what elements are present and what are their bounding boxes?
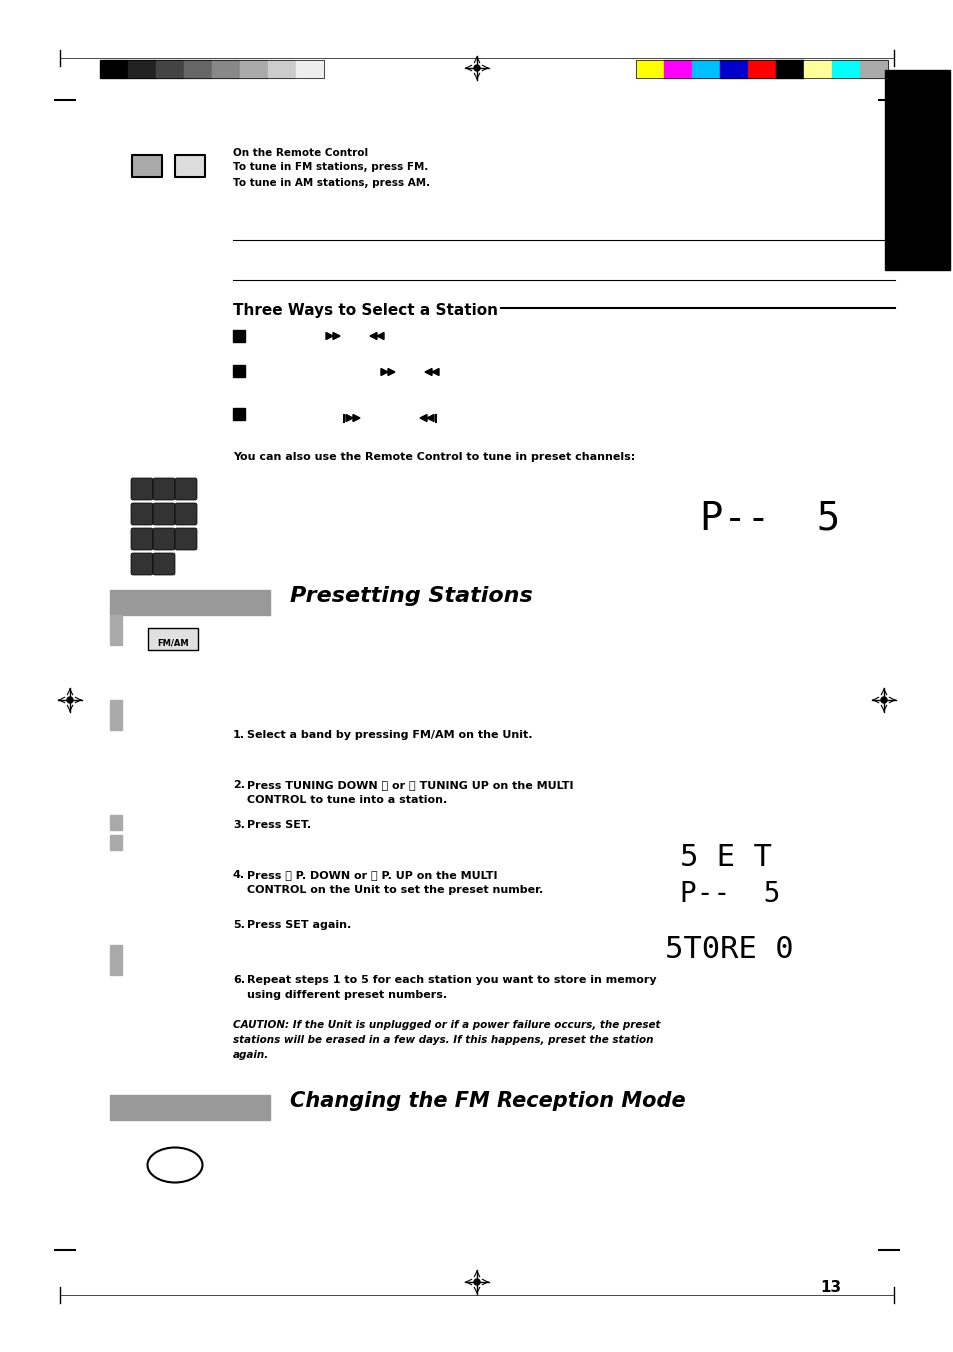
Bar: [233, 365, 245, 377]
Bar: [295, 59, 324, 78]
FancyBboxPatch shape: [152, 479, 174, 500]
Text: stations will be erased in a few days. If this happens, preset the station: stations will be erased in a few days. I…: [233, 1036, 653, 1045]
Text: Presetting Stations: Presetting Stations: [290, 585, 532, 606]
Circle shape: [474, 65, 479, 72]
Bar: [110, 615, 122, 645]
Polygon shape: [326, 333, 333, 339]
FancyBboxPatch shape: [131, 479, 152, 500]
FancyBboxPatch shape: [131, 529, 152, 550]
FancyBboxPatch shape: [152, 529, 174, 550]
FancyBboxPatch shape: [174, 503, 196, 525]
Text: Press SET.: Press SET.: [247, 821, 311, 830]
Text: Repeat steps 1 to 5 for each station you want to store in memory: Repeat steps 1 to 5 for each station you…: [247, 975, 656, 986]
Text: P--  5: P-- 5: [679, 880, 780, 909]
Text: P--  5: P-- 5: [700, 500, 840, 538]
Text: using different preset numbers.: using different preset numbers.: [247, 990, 447, 1000]
Bar: [233, 330, 245, 342]
FancyBboxPatch shape: [131, 553, 152, 575]
Bar: [663, 59, 691, 78]
Text: 13: 13: [820, 1280, 841, 1295]
Bar: [110, 815, 122, 830]
Text: Changing the FM Reception Mode: Changing the FM Reception Mode: [290, 1091, 685, 1111]
Circle shape: [474, 1279, 479, 1284]
Bar: [691, 59, 720, 78]
Bar: [268, 59, 295, 78]
Polygon shape: [333, 333, 339, 339]
Bar: [148, 627, 198, 650]
Bar: [100, 59, 324, 78]
Text: Press SET again.: Press SET again.: [247, 919, 351, 930]
Text: CONTROL to tune into a station.: CONTROL to tune into a station.: [247, 795, 447, 804]
Polygon shape: [376, 333, 384, 339]
Circle shape: [880, 698, 886, 703]
Text: CONTROL on the Unit to set the preset number.: CONTROL on the Unit to set the preset nu…: [247, 886, 542, 895]
Polygon shape: [380, 369, 388, 376]
Bar: [775, 59, 803, 78]
Bar: [884, 70, 949, 270]
Bar: [747, 59, 775, 78]
Bar: [110, 836, 122, 850]
Text: To tune in AM stations, press AM.: To tune in AM stations, press AM.: [233, 178, 430, 188]
Text: On the Remote Control: On the Remote Control: [233, 147, 368, 158]
Polygon shape: [346, 415, 353, 422]
Text: again.: again.: [233, 1051, 269, 1060]
Bar: [212, 59, 240, 78]
Bar: [636, 59, 887, 78]
Text: You can also use the Remote Control to tune in preset channels:: You can also use the Remote Control to t…: [233, 452, 635, 462]
Bar: [110, 945, 122, 975]
Bar: [110, 700, 122, 730]
Bar: [831, 59, 859, 78]
Bar: [132, 155, 162, 177]
Bar: [100, 59, 128, 78]
Text: 5 E T: 5 E T: [679, 844, 771, 872]
FancyBboxPatch shape: [152, 503, 174, 525]
Bar: [720, 59, 747, 78]
Polygon shape: [353, 415, 359, 422]
Text: Press TUNING DOWN ⏪ or ⏩ TUNING UP on the MULTI: Press TUNING DOWN ⏪ or ⏩ TUNING UP on th…: [247, 780, 573, 790]
FancyBboxPatch shape: [174, 529, 196, 550]
Text: FM/AM: FM/AM: [157, 639, 189, 648]
Circle shape: [67, 698, 73, 703]
Polygon shape: [432, 369, 438, 376]
Polygon shape: [419, 415, 427, 422]
Bar: [233, 408, 245, 420]
Text: To tune in FM stations, press FM.: To tune in FM stations, press FM.: [233, 162, 428, 172]
Polygon shape: [424, 369, 432, 376]
Text: 2.: 2.: [233, 780, 245, 790]
Polygon shape: [388, 369, 395, 376]
Text: 5.: 5.: [233, 919, 245, 930]
Bar: [803, 59, 831, 78]
Bar: [859, 59, 887, 78]
Text: Press ⏮ P. DOWN or ⏭ P. UP on the MULTI: Press ⏮ P. DOWN or ⏭ P. UP on the MULTI: [247, 869, 497, 880]
Text: Select a band by pressing FM/AM on the Unit.: Select a band by pressing FM/AM on the U…: [247, 730, 532, 740]
Text: 3.: 3.: [233, 821, 245, 830]
Bar: [128, 59, 156, 78]
Text: 1.: 1.: [233, 730, 245, 740]
Bar: [156, 59, 184, 78]
Bar: [636, 59, 663, 78]
Bar: [184, 59, 212, 78]
FancyBboxPatch shape: [174, 479, 196, 500]
Bar: [110, 1095, 270, 1119]
FancyBboxPatch shape: [152, 553, 174, 575]
Bar: [240, 59, 268, 78]
Bar: [174, 155, 205, 177]
Text: 6.: 6.: [233, 975, 245, 986]
Bar: [110, 589, 270, 615]
Polygon shape: [427, 415, 434, 422]
Polygon shape: [370, 333, 376, 339]
Text: 4.: 4.: [233, 869, 245, 880]
Text: 5T0RE 0: 5T0RE 0: [664, 936, 793, 964]
Text: Three Ways to Select a Station: Three Ways to Select a Station: [233, 303, 497, 318]
FancyBboxPatch shape: [131, 503, 152, 525]
Text: CAUTION: If the Unit is unplugged or if a power failure occurs, the preset: CAUTION: If the Unit is unplugged or if …: [233, 1019, 659, 1030]
